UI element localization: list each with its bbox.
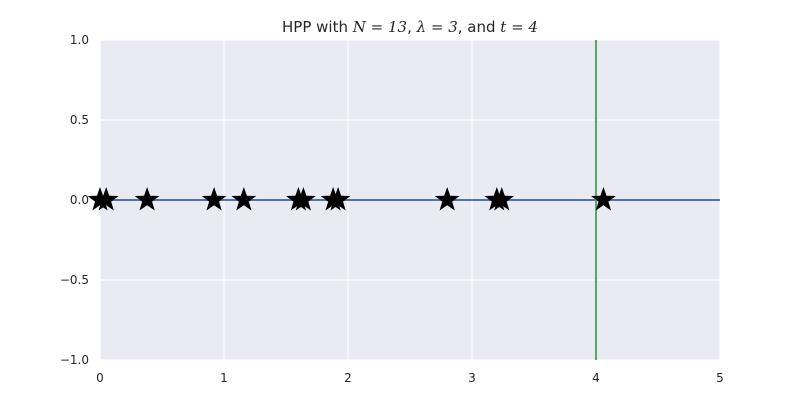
- event-star-marker: [591, 187, 616, 211]
- x-tick-label: 3: [468, 371, 476, 385]
- x-axis-ticks: 0 1 2 3 4 5: [96, 371, 724, 385]
- title-math-part: λ = 3: [416, 18, 458, 36]
- x-tick-label: 1: [220, 371, 228, 385]
- title-math-part: t = 4: [500, 18, 538, 36]
- x-tick-label: 2: [344, 371, 352, 385]
- x-tick-label: 0: [96, 371, 104, 385]
- event-star-marker: [434, 187, 460, 211]
- y-tick-label: 0.0: [70, 193, 89, 207]
- event-star-marker: [231, 187, 257, 211]
- event-star-marker: [201, 187, 227, 211]
- event-markers: [87, 187, 616, 211]
- y-tick-label: −0.5: [60, 273, 89, 287]
- event-star-marker: [489, 187, 515, 211]
- y-tick-label: 0.5: [70, 113, 89, 127]
- event-star-marker: [93, 187, 119, 211]
- x-tick-label: 5: [716, 371, 724, 385]
- y-tick-label: −1.0: [60, 353, 89, 367]
- event-star-marker: [134, 187, 160, 211]
- event-star-marker: [325, 187, 351, 211]
- title-text-part: ,: [407, 18, 417, 36]
- x-tick-label: 4: [592, 371, 600, 385]
- y-axis-ticks: 1.0 0.5 0.0 −0.5 −1.0: [60, 33, 89, 367]
- event-star-marker: [291, 187, 316, 211]
- title-math-part: N = 13: [352, 18, 407, 36]
- reference-lines: [100, 40, 720, 360]
- title-text-part: HPP with: [282, 18, 353, 36]
- title-text-part: , and: [458, 18, 501, 36]
- y-tick-label: 1.0: [70, 33, 89, 47]
- chart-title: HPP with N = 13, λ = 3, and t = 4: [282, 18, 538, 36]
